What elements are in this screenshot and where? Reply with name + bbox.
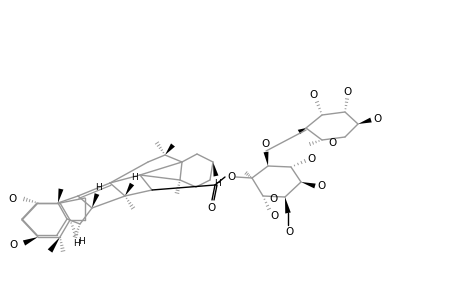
Text: H: H — [73, 239, 80, 248]
Text: O: O — [270, 211, 279, 221]
Polygon shape — [297, 128, 305, 134]
Text: O: O — [10, 240, 18, 250]
Polygon shape — [213, 162, 218, 176]
Text: O: O — [343, 87, 351, 97]
Text: O: O — [261, 139, 269, 149]
Polygon shape — [300, 182, 315, 188]
Text: H: H — [131, 172, 138, 182]
Text: H: H — [95, 182, 102, 191]
Text: O: O — [307, 154, 315, 164]
Polygon shape — [92, 193, 99, 208]
Text: O: O — [317, 181, 325, 191]
Text: O: O — [207, 203, 216, 213]
Polygon shape — [285, 197, 290, 214]
Polygon shape — [23, 237, 38, 246]
Text: O: O — [373, 114, 381, 124]
Text: O: O — [9, 194, 17, 204]
Text: H: H — [78, 236, 85, 245]
Text: O: O — [269, 194, 278, 204]
Polygon shape — [165, 143, 174, 155]
Polygon shape — [263, 152, 268, 166]
Polygon shape — [48, 237, 60, 253]
Text: H: H — [214, 178, 221, 188]
Text: O: O — [309, 90, 318, 100]
Polygon shape — [357, 118, 371, 124]
Polygon shape — [125, 183, 134, 196]
Text: O: O — [227, 172, 235, 182]
Text: O: O — [285, 227, 293, 237]
Polygon shape — [58, 188, 63, 203]
Text: O: O — [328, 138, 336, 148]
